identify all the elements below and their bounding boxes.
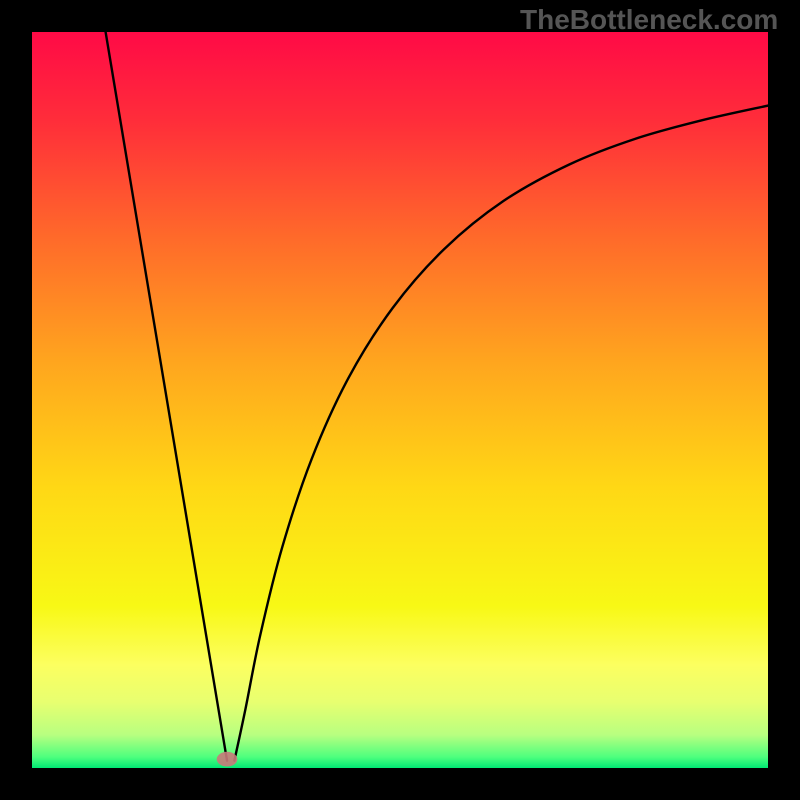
watermark-text: TheBottleneck.com [520, 4, 778, 36]
chart-container: TheBottleneck.com [0, 0, 800, 800]
curve-right-branch [234, 106, 768, 761]
optimal-point-marker [217, 752, 238, 767]
curve-layer [0, 0, 800, 800]
curve-left-branch [106, 32, 227, 761]
